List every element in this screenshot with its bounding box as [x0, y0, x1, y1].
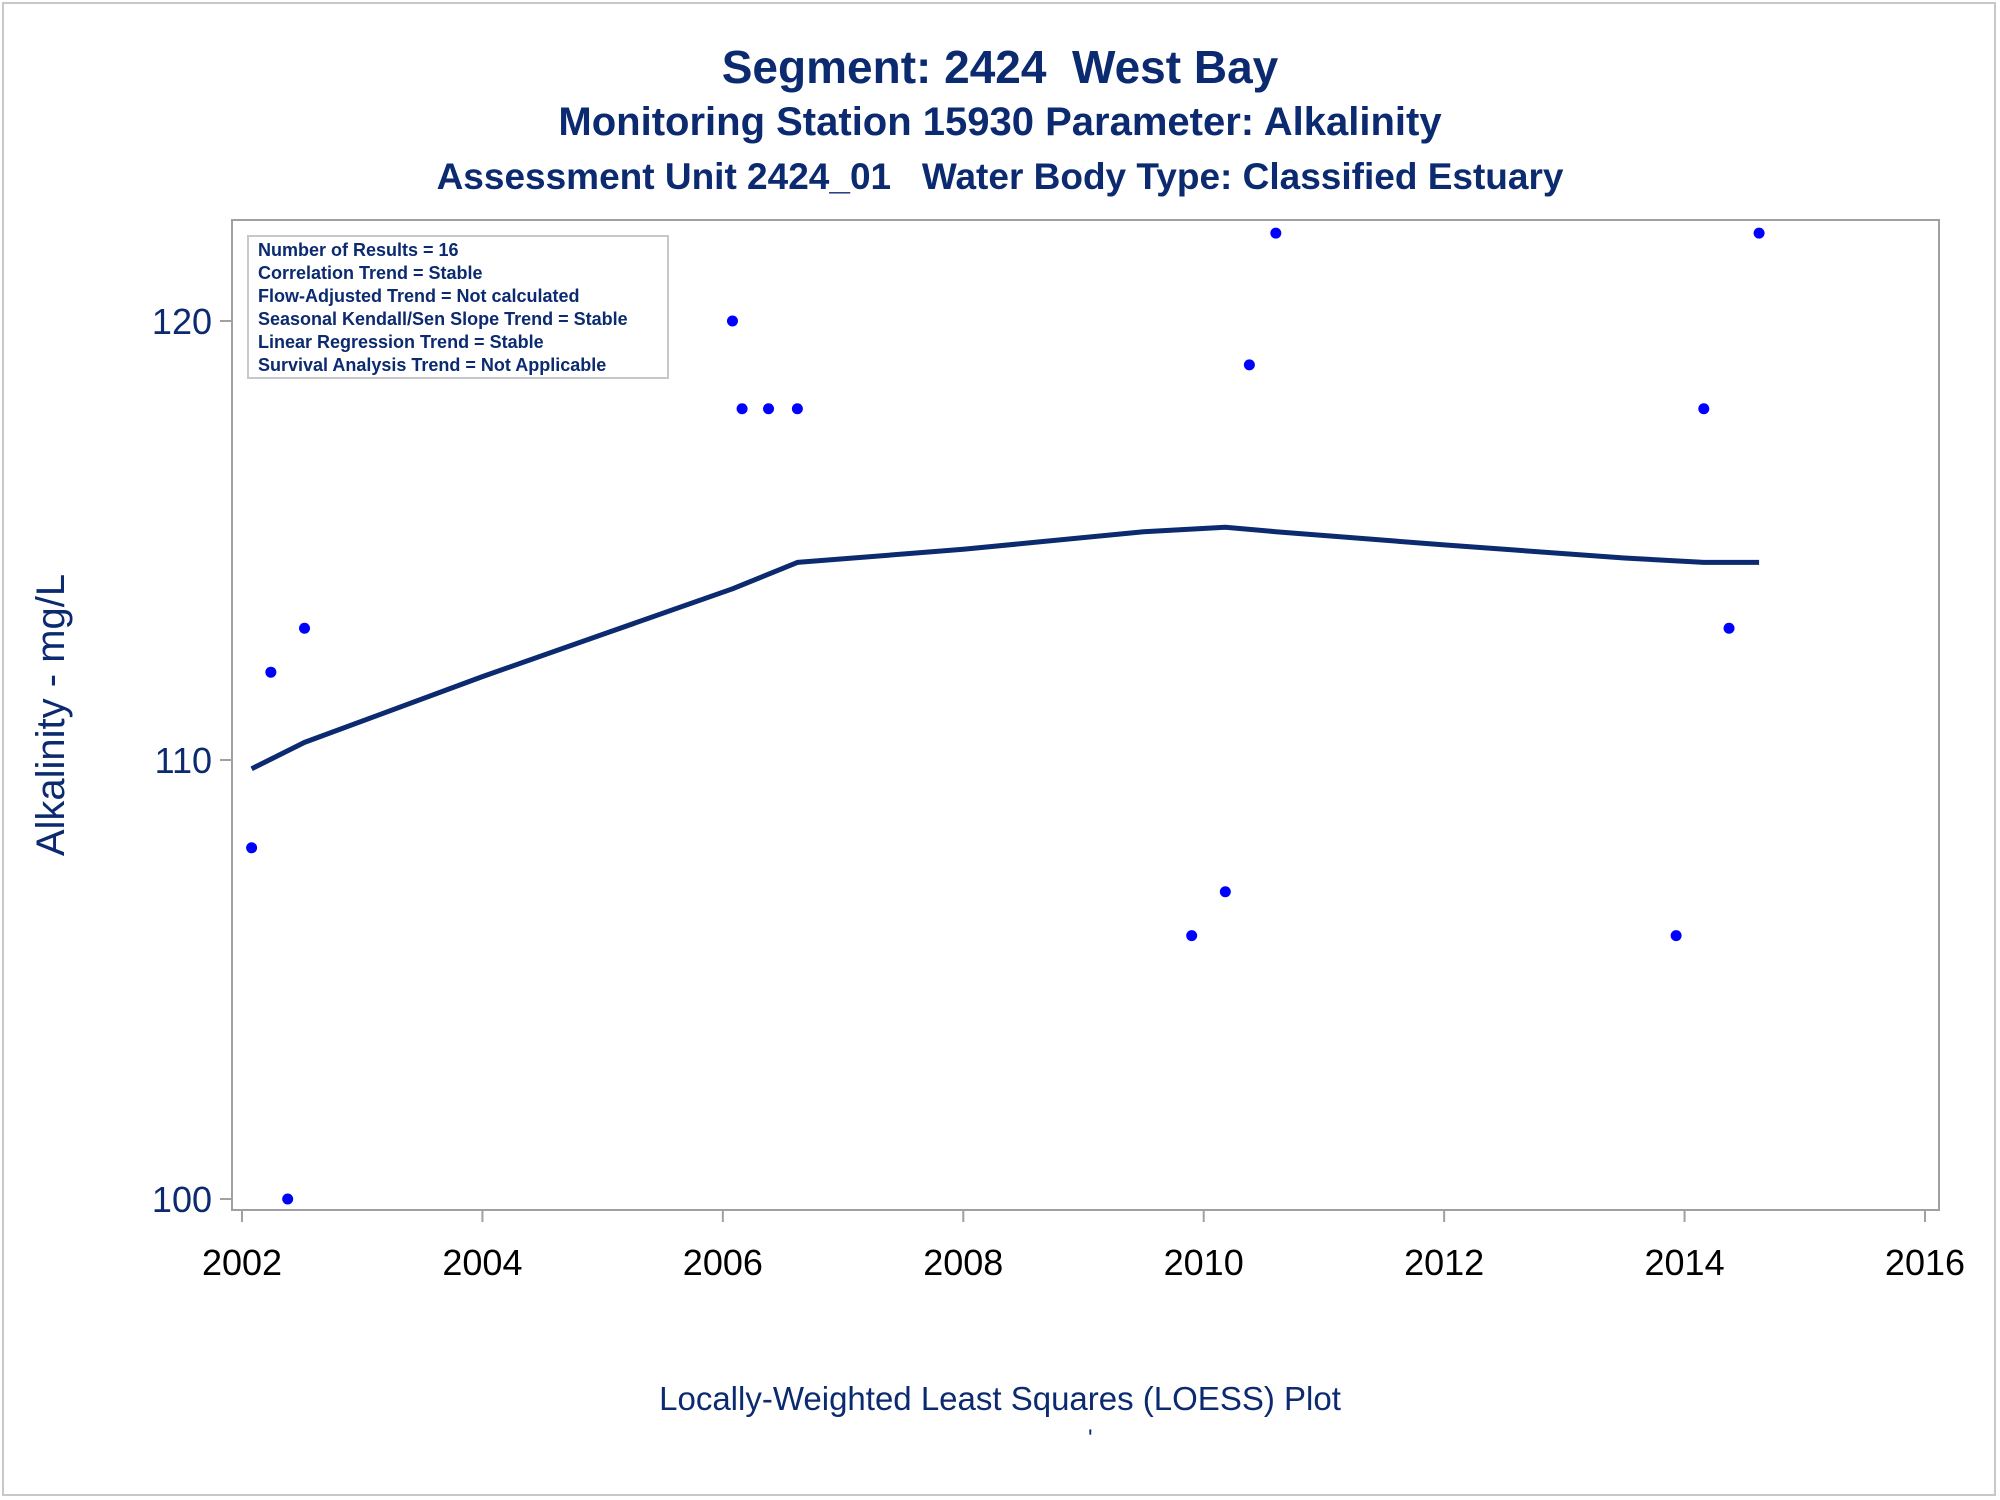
data-point: [791, 403, 803, 415]
data-point: [299, 622, 311, 634]
x-axis: 2002 2004 2006 2008 2010 2012 2014 2016: [202, 1210, 1965, 1283]
data-point: [736, 403, 748, 415]
data-point: [1186, 930, 1198, 942]
loess-line: [250, 524, 1760, 772]
footnote-mark: ': [1088, 1425, 1093, 1452]
x-tick-label: 2014: [1645, 1242, 1725, 1283]
y-tick-label: 100: [152, 1179, 212, 1220]
legend-entry: Correlation Trend = Stable: [258, 263, 483, 283]
data-point: [1670, 930, 1682, 942]
x-tick-label: 2006: [683, 1242, 763, 1283]
chart-subtitle-2: Assessment Unit 2424_01 Water Body Type:…: [436, 156, 1564, 197]
y-tick-label: 110: [155, 740, 212, 781]
legend-box: Number of Results = 16 Correlation Trend …: [247, 235, 669, 379]
data-point: [763, 403, 775, 415]
legend-entry: Number of Results = 16: [258, 240, 459, 260]
data-point: [1753, 227, 1765, 239]
plot-area: [231, 219, 1940, 1211]
legend-lines: Number of Results = 16 Correlation Trend …: [258, 240, 628, 375]
data-point: [1270, 227, 1282, 239]
y-tick-label: 120: [152, 301, 212, 342]
legend-entry: Linear Regression Trend = Stable: [258, 332, 544, 352]
chart-subtitle: Monitoring Station 15930 Parameter: Alka…: [558, 100, 1442, 144]
chart-title: Segment: 2424 West Bay: [721, 41, 1279, 93]
x-tick-label: 2012: [1404, 1242, 1484, 1283]
y-axis-label: Alkalinity - mg/L: [29, 574, 73, 856]
x-tick-label: 2002: [202, 1242, 282, 1283]
footnote: Locally-Weighted Least Squares (LOESS) P…: [659, 1380, 1341, 1417]
y-axis: 100 110 120: [152, 301, 232, 1220]
data-point: [265, 666, 277, 678]
points-layer: [246, 227, 1765, 1205]
x-tick-label: 2004: [442, 1242, 522, 1283]
data-point: [282, 1193, 294, 1205]
data-point: [1243, 359, 1255, 371]
data-point: [246, 842, 258, 854]
x-tick-label: 2008: [923, 1242, 1003, 1283]
legend-entry: Seasonal Kendall/Sen Slope Trend = Stabl…: [258, 309, 628, 329]
data-point: [1698, 403, 1710, 415]
data-point: [1219, 886, 1231, 898]
x-tick-label: 2010: [1164, 1242, 1244, 1283]
legend-entry: Survival Analysis Trend = Not Applicable: [258, 355, 606, 375]
legend-border: [247, 235, 669, 379]
x-tick-label: 2016: [1885, 1242, 1965, 1283]
loess-layer: [250, 524, 1760, 772]
data-point: [1723, 622, 1735, 634]
data-point: [726, 315, 738, 327]
legend-entry: Flow-Adjusted Trend = Not calculated: [258, 286, 580, 306]
